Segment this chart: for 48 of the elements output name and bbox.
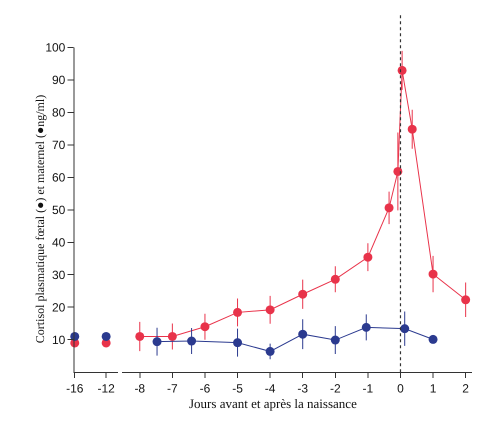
point (168, 332, 177, 341)
point (233, 308, 242, 317)
point (233, 338, 242, 348)
point (298, 330, 308, 339)
point (428, 270, 438, 279)
x-axis-title: Jours avant et après la naissance (189, 396, 358, 411)
y-tick-label: 100 (45, 40, 66, 55)
point (200, 322, 210, 332)
x-tick-label: 2 (462, 382, 470, 396)
y-tick-label: 60 (52, 170, 66, 184)
point (330, 336, 340, 345)
point (266, 346, 275, 356)
point (152, 337, 162, 346)
y-tick-label: 40 (52, 235, 66, 250)
point (266, 305, 275, 314)
y-tick-label: 80 (52, 106, 66, 120)
y-tick-label: 70 (52, 138, 66, 152)
point (384, 203, 394, 212)
point (428, 334, 438, 344)
point (398, 66, 407, 75)
x-tick-label: -8 (134, 382, 146, 396)
point (362, 322, 371, 332)
x-tick-label: -2 (330, 382, 341, 396)
point (393, 166, 402, 176)
y-tick-label: 90 (52, 73, 66, 88)
point (400, 324, 410, 334)
x-tick-label: -5 (232, 382, 244, 396)
x-tick-label: -1 (362, 382, 374, 396)
x-tick-label: -6 (200, 382, 211, 396)
x-tick-label: -3 (297, 382, 308, 396)
point (363, 252, 372, 262)
point (461, 295, 470, 304)
y-tick-label: 30 (52, 268, 66, 282)
y-tick-label: 10 (52, 332, 66, 347)
x-tick-label: 1 (430, 382, 437, 396)
point (408, 124, 417, 134)
point (330, 274, 340, 284)
y-tick-label: 20 (52, 300, 66, 314)
x-tick-label: -4 (264, 382, 276, 396)
x-tick-label: -12 (97, 382, 116, 396)
y-axis-title: Cortisol plasmatique fœtal (●) et maternel (●ng/ml) (32, 94, 47, 344)
y-tick-label: 50 (52, 202, 66, 217)
point (187, 336, 196, 346)
x-tick-label: -7 (167, 382, 178, 396)
point (135, 332, 144, 341)
point (298, 290, 308, 299)
x-tick-label: 0 (397, 382, 404, 396)
x-tick-label: -16 (66, 382, 84, 396)
